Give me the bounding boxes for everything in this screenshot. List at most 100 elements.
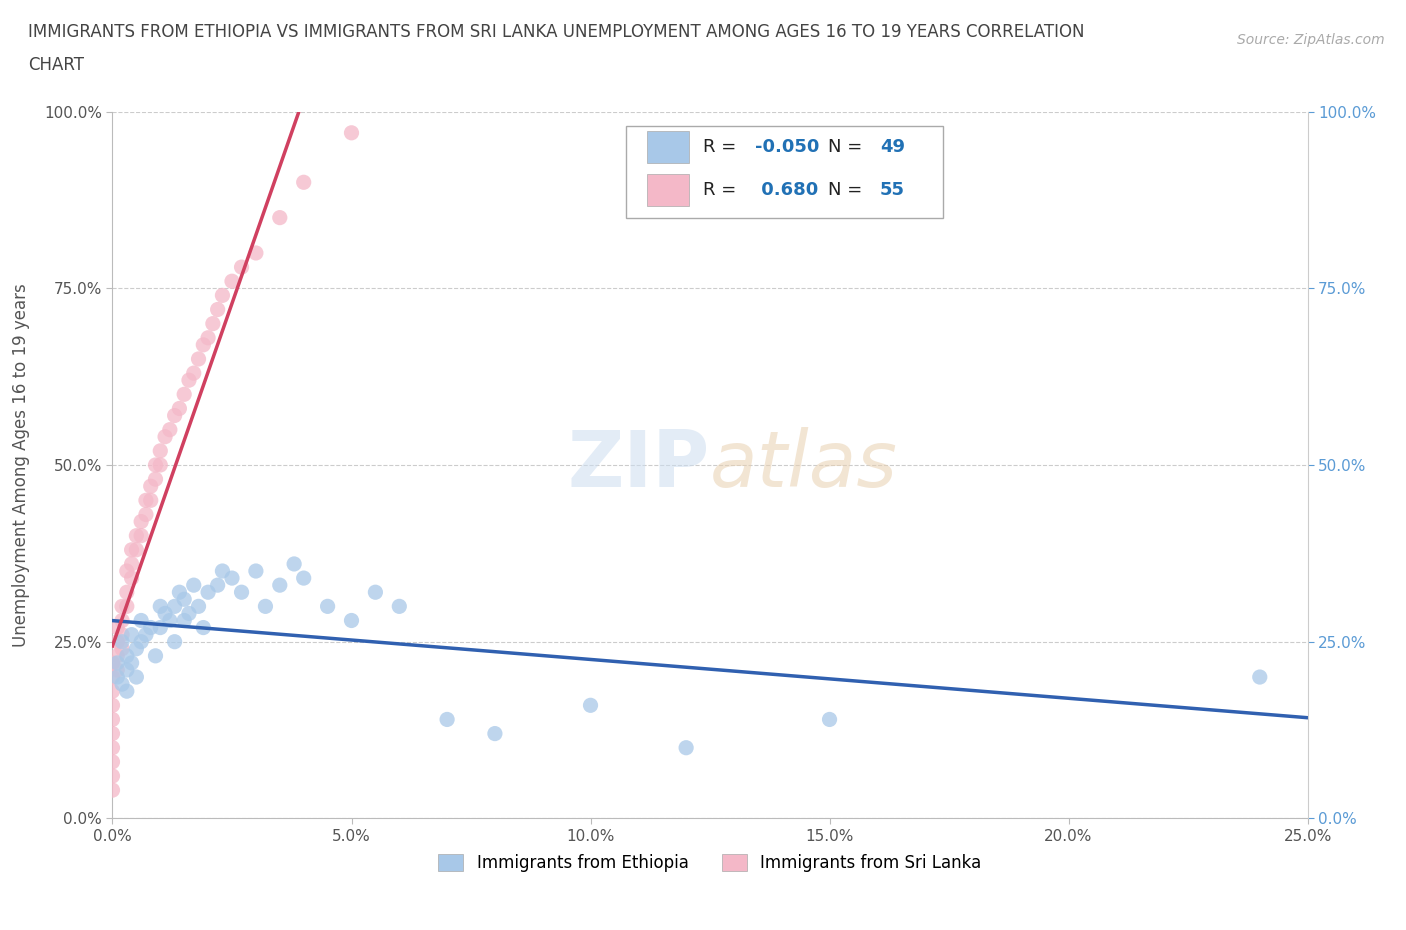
Point [145,472,167,486]
Point [101,684,124,698]
Point [105,670,128,684]
Point [149,444,172,458]
Point [197,330,219,345]
Point [121,627,143,642]
Point [675,740,697,755]
Point [169,585,191,600]
Point [211,288,233,303]
Point [111,634,134,649]
Point [135,493,157,508]
Point [111,599,134,614]
Point [101,768,124,783]
Point [105,656,128,671]
Point [121,556,143,571]
Point [149,458,172,472]
Point [579,698,602,712]
Point [139,620,162,635]
Point [101,670,124,684]
Point [169,401,191,416]
Point [245,564,267,578]
Point [125,642,148,657]
Point [129,634,152,649]
Point [173,591,195,606]
Point [101,754,124,769]
FancyBboxPatch shape [647,131,689,163]
Text: 55: 55 [880,180,904,199]
Text: CHART: CHART [28,56,84,73]
Point [292,175,315,190]
Point [211,564,233,578]
Point [153,606,176,621]
Point [388,599,411,614]
Point [105,662,128,677]
Point [283,556,305,571]
Point [254,599,277,614]
Text: R =: R = [703,180,742,199]
Point [269,578,291,592]
Point [101,740,124,755]
Point [129,528,152,543]
Point [484,726,506,741]
Text: 49: 49 [880,139,904,156]
Point [145,458,167,472]
Point [231,259,253,274]
Point [159,422,181,437]
Point [135,507,157,522]
Point [269,210,291,225]
Point [201,316,224,331]
Point [193,338,215,352]
Point [145,648,167,663]
Point [125,528,148,543]
Point [115,585,138,600]
Text: R =: R = [703,139,742,156]
Point [340,126,363,140]
Text: IMMIGRANTS FROM ETHIOPIA VS IMMIGRANTS FROM SRI LANKA UNEMPLOYMENT AMONG AGES 16: IMMIGRANTS FROM ETHIOPIA VS IMMIGRANTS F… [28,23,1084,41]
Legend: Immigrants from Ethiopia, Immigrants from Sri Lanka: Immigrants from Ethiopia, Immigrants fro… [430,846,990,881]
Point [316,599,339,614]
Point [105,620,128,635]
Point [292,571,315,586]
Point [125,670,148,684]
Point [115,662,138,677]
Point [101,656,124,671]
Point [364,585,387,600]
Point [115,599,138,614]
Point [1249,670,1271,684]
Point [111,613,134,628]
Point [111,677,134,692]
Point [187,352,209,366]
Point [221,273,243,288]
Point [173,613,195,628]
Point [163,408,186,423]
Point [115,684,138,698]
Point [163,599,186,614]
Point [177,606,200,621]
Text: N =: N = [828,139,869,156]
Point [183,365,205,380]
Point [111,627,134,642]
Point [121,571,143,586]
Point [115,648,138,663]
Point [207,578,229,592]
Point [101,783,124,798]
Point [197,585,219,600]
Point [139,493,162,508]
Point [245,246,267,260]
Point [101,698,124,712]
Point [193,620,215,635]
Point [163,634,186,649]
Point [105,634,128,649]
Text: Source: ZipAtlas.com: Source: ZipAtlas.com [1237,33,1385,46]
Point [105,648,128,663]
Point [436,712,458,727]
Y-axis label: Unemployment Among Ages 16 to 19 years: Unemployment Among Ages 16 to 19 years [13,283,30,647]
Point [129,613,152,628]
Point [125,542,148,557]
Point [111,642,134,657]
FancyBboxPatch shape [627,126,943,218]
Point [173,387,195,402]
Point [101,726,124,741]
Point [818,712,841,727]
Point [177,373,200,388]
Point [153,430,176,445]
